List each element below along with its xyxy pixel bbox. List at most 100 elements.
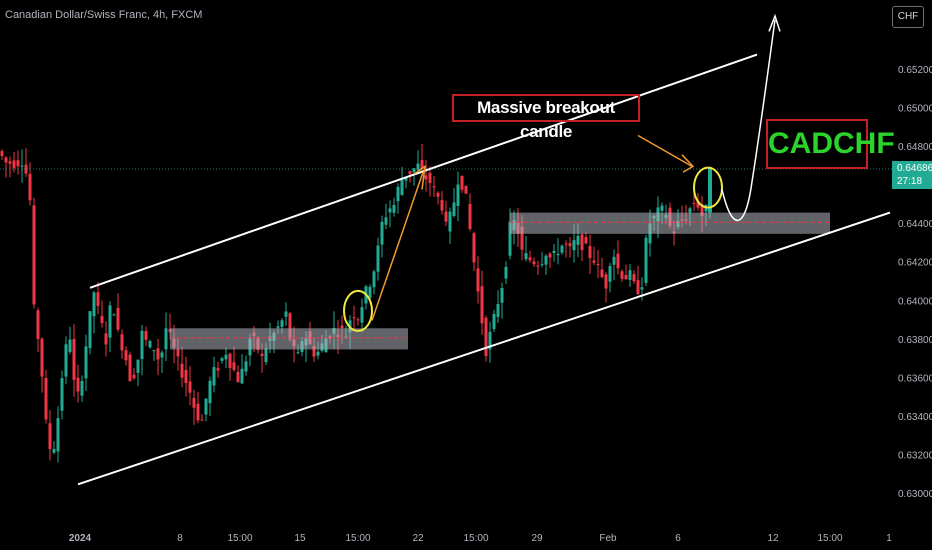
candle bbox=[588, 234, 592, 274]
candle bbox=[112, 313, 116, 316]
candle bbox=[468, 193, 472, 232]
support-zone-left bbox=[170, 328, 408, 350]
candle bbox=[596, 249, 600, 279]
candle-body bbox=[228, 353, 232, 369]
candle bbox=[452, 187, 456, 218]
candle-body bbox=[240, 368, 244, 384]
price-tick-label: 0.63800 bbox=[898, 335, 932, 346]
drawings-group bbox=[0, 13, 892, 486]
impulse-arrow bbox=[371, 171, 424, 321]
candle-body bbox=[76, 377, 80, 392]
candle-body bbox=[84, 346, 88, 379]
candle bbox=[116, 293, 120, 333]
candle bbox=[544, 254, 548, 275]
candle-body bbox=[180, 363, 184, 378]
candle-body bbox=[452, 202, 456, 216]
candle bbox=[148, 339, 152, 349]
candle bbox=[160, 350, 164, 374]
candle-body bbox=[296, 352, 300, 354]
price-tick-label: 0.63200 bbox=[898, 450, 932, 461]
candle-body bbox=[276, 326, 280, 328]
candle bbox=[556, 238, 560, 265]
candle bbox=[456, 171, 460, 222]
candle-body bbox=[436, 192, 440, 197]
candle bbox=[196, 392, 200, 424]
candle-body bbox=[524, 253, 528, 260]
candle bbox=[96, 282, 100, 315]
candle-body bbox=[48, 423, 52, 450]
candle bbox=[592, 246, 596, 266]
candle-body bbox=[156, 348, 160, 360]
candle-body bbox=[660, 205, 664, 211]
candle-body bbox=[192, 397, 196, 408]
candle-body bbox=[20, 165, 24, 167]
candle bbox=[524, 235, 528, 262]
candle bbox=[352, 305, 356, 330]
marker-circle bbox=[343, 289, 373, 332]
candle-body bbox=[520, 226, 524, 250]
candle bbox=[388, 200, 392, 228]
candle-body bbox=[468, 204, 472, 230]
marker-circle bbox=[693, 166, 723, 209]
candle bbox=[448, 207, 452, 245]
time-tick-label: 15:00 bbox=[345, 533, 370, 544]
last-price-tag: 0.64686 27:18 bbox=[892, 161, 932, 189]
candle bbox=[492, 309, 496, 333]
currency-button[interactable]: CHF bbox=[892, 6, 924, 28]
candle bbox=[224, 347, 228, 369]
candle bbox=[396, 183, 400, 214]
candle-body bbox=[244, 361, 248, 372]
candle-body bbox=[92, 292, 96, 317]
candle bbox=[212, 356, 216, 393]
candle bbox=[104, 321, 108, 357]
candle bbox=[528, 250, 532, 263]
channel-lower-line bbox=[77, 211, 891, 486]
candle-body bbox=[440, 200, 444, 211]
candle bbox=[552, 243, 556, 262]
candle-body bbox=[404, 176, 408, 181]
candle bbox=[400, 166, 404, 197]
candle bbox=[484, 315, 488, 362]
candle-body bbox=[80, 380, 84, 396]
candle bbox=[36, 307, 40, 353]
candle-body bbox=[456, 184, 460, 206]
candle bbox=[244, 355, 248, 376]
candle-body bbox=[52, 448, 56, 453]
price-tick-label: 0.63400 bbox=[898, 412, 932, 423]
pair-annotation: CADCHF bbox=[766, 119, 895, 169]
last-price-value: 0.64686 bbox=[897, 163, 932, 174]
candle bbox=[640, 277, 644, 301]
candle-body bbox=[176, 349, 180, 357]
time-axis[interactable]: 2024 8 15:00 15 15:00 22 15:00 29 Feb 6 12 15:00 1 bbox=[69, 533, 892, 544]
candle-body bbox=[548, 253, 552, 258]
candle-body bbox=[116, 307, 120, 330]
candle-body bbox=[700, 204, 704, 216]
candle-body bbox=[476, 268, 480, 292]
candle-body bbox=[340, 325, 344, 329]
candle-body bbox=[376, 245, 380, 272]
candle-body bbox=[148, 341, 152, 348]
candle-body bbox=[112, 314, 116, 316]
candle-body bbox=[620, 271, 624, 279]
candle bbox=[440, 191, 444, 215]
candle bbox=[464, 185, 468, 195]
candle-body bbox=[508, 221, 512, 256]
candle-body bbox=[640, 287, 644, 290]
candle bbox=[180, 346, 184, 388]
price-axis[interactable]: 0.63000 0.63200 0.63400 0.63600 0.63800 0.640… bbox=[898, 65, 932, 500]
candle bbox=[56, 406, 60, 463]
candle bbox=[564, 240, 568, 258]
candle bbox=[52, 441, 56, 455]
candle bbox=[356, 317, 360, 326]
candle-body bbox=[636, 280, 640, 295]
candle-body bbox=[556, 254, 560, 256]
candle-body bbox=[480, 286, 484, 324]
candle-body bbox=[360, 307, 364, 323]
price-tick-label: 0.64000 bbox=[898, 296, 932, 307]
candle bbox=[100, 300, 104, 328]
candle-body bbox=[104, 333, 108, 345]
candle bbox=[540, 252, 544, 268]
candle-body bbox=[448, 211, 452, 232]
candle bbox=[432, 176, 436, 198]
